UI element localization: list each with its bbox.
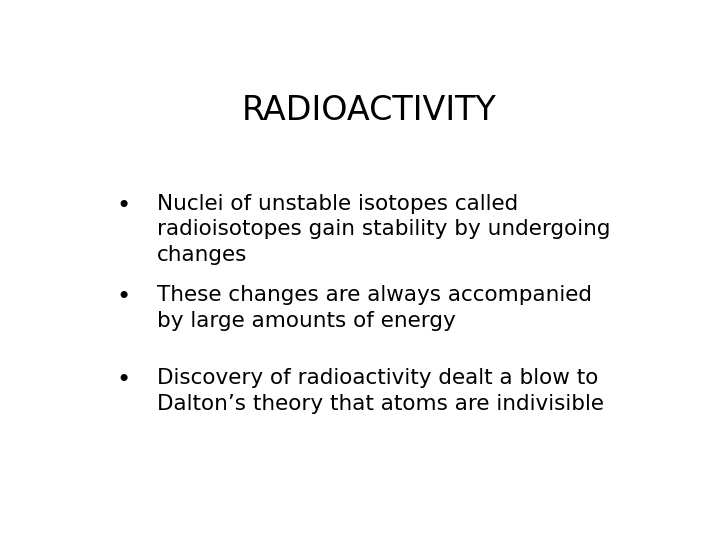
Text: Discovery of radioactivity dealt a blow to
Dalton’s theory that atoms are indivi: Discovery of radioactivity dealt a blow … bbox=[157, 368, 604, 414]
Text: •: • bbox=[117, 194, 130, 218]
Text: RADIOACTIVITY: RADIOACTIVITY bbox=[242, 94, 496, 127]
Text: Nuclei of unstable isotopes called
radioisotopes gain stability by undergoing
ch: Nuclei of unstable isotopes called radio… bbox=[157, 194, 611, 265]
Text: •: • bbox=[117, 285, 130, 309]
Text: These changes are always accompanied
by large amounts of energy: These changes are always accompanied by … bbox=[157, 285, 592, 331]
Text: •: • bbox=[117, 368, 130, 393]
